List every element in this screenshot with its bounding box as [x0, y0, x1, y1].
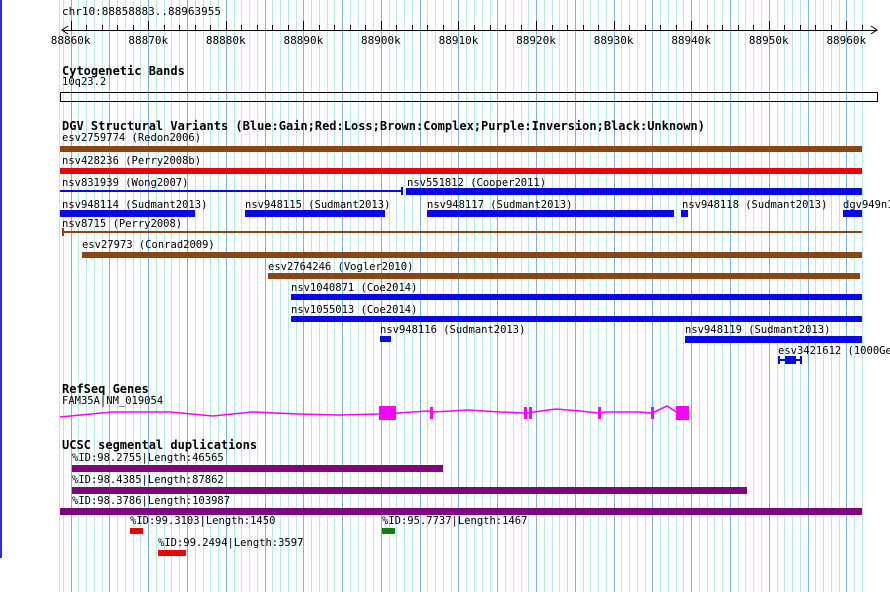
variant-bar-nsv948115[interactable]: [245, 210, 385, 217]
variant-label-dgv949n1: dgv949n1: [843, 199, 890, 211]
ruler-tick-label: 88930k: [594, 34, 634, 47]
gene-model-FAM35A[interactable]: [59, 405, 689, 420]
gene-exon[interactable]: [651, 407, 654, 419]
variant-bar-nsv948119[interactable]: [685, 336, 862, 343]
variant-bar-nsv948118[interactable]: [681, 210, 688, 217]
segdup-bar-segdup1[interactable]: [72, 465, 443, 472]
segdup-label-segdup4: %ID:99.3103|Length:1450: [130, 515, 276, 527]
gene-exon[interactable]: [598, 407, 601, 419]
variant-label-esv2764246: esv2764246 (Vogler2010): [268, 261, 414, 273]
variant-label-nsv831939: nsv831939 (Wong2007): [62, 177, 189, 189]
gene-exon[interactable]: [379, 406, 396, 420]
variant-label-nsv948119: nsv948119 (Sudmant2013): [685, 324, 831, 336]
variant-label-nsv551812: nsv551812 (Cooper2011): [407, 177, 547, 189]
segdup-label-segdup3: %ID:98.3786|Length:103987: [72, 495, 231, 507]
gene-exon[interactable]: [524, 407, 527, 419]
segdup-bar-segdup2[interactable]: [72, 487, 747, 494]
ruler-tick-label: 88900k: [361, 34, 401, 47]
section-header-dgv-variants: DGV Structural Variants (Blue:Gain;Red:L…: [62, 119, 705, 133]
variant-label-nsv948114: nsv948114 (Sudmant2013): [62, 199, 208, 211]
variant-label-nsv948118: nsv948118 (Sudmant2013): [682, 199, 828, 211]
variant-label-nsv8715: nsv8715 (Perry2008): [62, 218, 183, 230]
variant-bar-box-esv3421612[interactable]: [785, 356, 796, 364]
variant-bar-nsv948117[interactable]: [427, 210, 674, 217]
segdup-label-segdup1: %ID:98.2755|Length:46565: [72, 452, 224, 464]
variant-bar-nsv948114[interactable]: [60, 210, 195, 217]
section-header-refseq-genes: RefSeq Genes: [62, 382, 149, 396]
ruler-tick-label: 88950k: [749, 34, 789, 47]
cytoband-label: 10q23.2: [62, 76, 107, 88]
left-edge-line: [0, 0, 2, 558]
variant-label-esv3421612: esv3421612 (1000Ger: [778, 345, 890, 357]
segdup-label-segdup2: %ID:98.4385|Length:87862: [72, 474, 224, 486]
region-title: chr10:88858883..88963955: [62, 5, 221, 18]
variant-label-nsv948115: nsv948115 (Sudmant2013): [245, 199, 391, 211]
variant-bar-endtick-nsv8715: [62, 228, 64, 236]
ruler-tick-label: 88860k: [51, 34, 91, 47]
variant-label-esv27973: esv27973 (Conrad2009): [82, 239, 215, 251]
variant-bar-lefttick-esv3421612: [778, 356, 780, 364]
gene-exon[interactable]: [529, 407, 532, 419]
gene-exon[interactable]: [676, 406, 689, 420]
variant-bar-nsv831939[interactable]: [60, 190, 403, 192]
variant-bar-nsv948116[interactable]: [380, 336, 391, 342]
ruler-tick-label: 88870k: [128, 34, 168, 47]
variant-label-nsv948116: nsv948116 (Sudmant2013): [380, 324, 526, 336]
segdup-label-segdup6: %ID:99.2494|Length:3597: [158, 537, 304, 549]
section-header-cytogenetic-bands: Cytogenetic Bands: [62, 64, 185, 78]
variant-bar-nsv551812[interactable]: [406, 188, 862, 195]
variant-bar-endtick-nsv831939: [401, 187, 403, 195]
segdup-bar-segdup3[interactable]: [60, 508, 862, 515]
ruler-tick-label: 88910k: [439, 34, 479, 47]
variant-bar-nsv428236[interactable]: [60, 168, 862, 174]
variant-bar-nsv1040871[interactable]: [291, 294, 862, 300]
ruler-tick-label: 88890k: [283, 34, 323, 47]
gene-exon[interactable]: [430, 407, 433, 419]
variant-bar-nsv1055013[interactable]: [291, 316, 862, 322]
ruler-tick-label: 88940k: [671, 34, 711, 47]
variant-bar-dgv949n1[interactable]: [843, 210, 862, 217]
gene-label: FAM35A|NM_019054: [62, 395, 164, 407]
variant-label-nsv1055013: nsv1055013 (Coe2014): [291, 304, 418, 316]
segdup-bar-segdup5[interactable]: [382, 528, 395, 534]
variant-bar-esv27973[interactable]: [82, 252, 862, 258]
coordinate-ruler: 88860k 88870k 88880k 88890k 88900k 88910k 8892…: [51, 21, 878, 47]
variant-label-nsv428236: nsv428236 (Perry2008b): [62, 155, 202, 167]
variant-bar-nsv8715[interactable]: [62, 231, 862, 233]
cytoband-box: [60, 92, 878, 102]
variant-bar-esv2759774[interactable]: [60, 146, 862, 152]
segdup-label-segdup5: %ID:95.7737|Length:1467: [382, 515, 528, 527]
variant-label-esv2759774: esv2759774 (Redon2006): [62, 132, 202, 144]
section-header-segmental-duplications: UCSC segmental duplications: [62, 438, 258, 452]
segdup-bar-segdup4[interactable]: [130, 528, 143, 534]
ruler-tick-label: 88880k: [206, 34, 246, 47]
segdup-bar-segdup6[interactable]: [158, 550, 186, 556]
variant-bar-esv2764246[interactable]: [268, 273, 860, 279]
variant-bar-righttick-esv3421612: [800, 356, 802, 364]
ruler-tick-label: 88920k: [516, 34, 556, 47]
variant-label-nsv948117: nsv948117 (Sudmant2013): [427, 199, 573, 211]
ruler-tick-label: 88960k: [826, 34, 866, 47]
variant-label-nsv1040871: nsv1040871 (Coe2014): [291, 282, 418, 294]
